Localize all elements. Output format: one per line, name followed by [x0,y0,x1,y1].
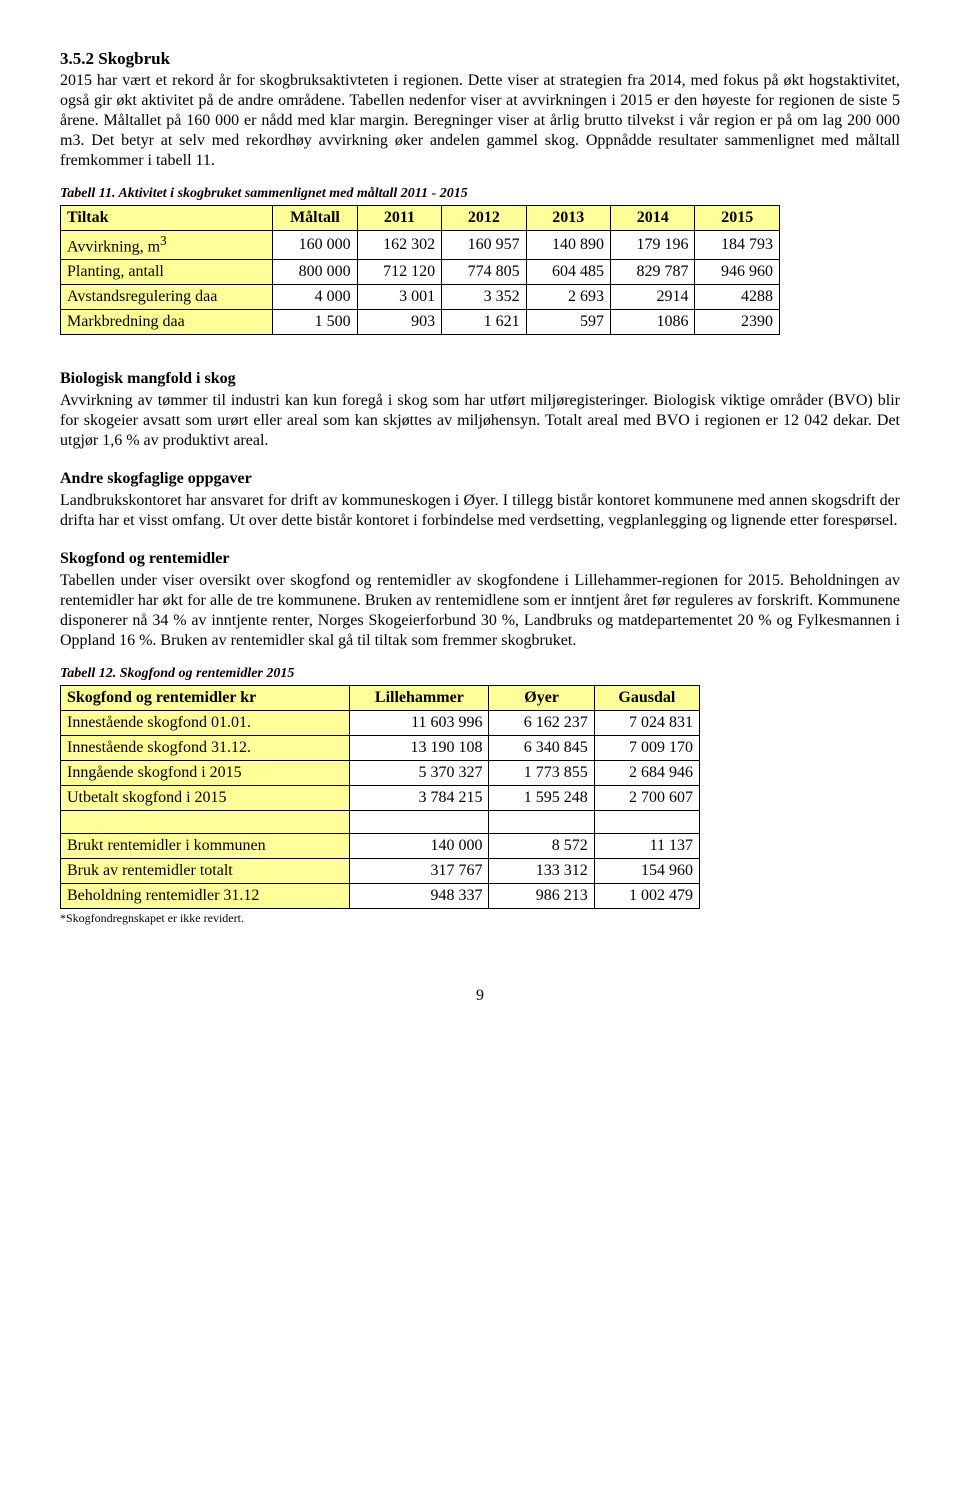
cell-value: 4 000 [273,285,357,310]
row-label: Brukt rentemidler i kommunen [61,833,350,858]
cell-value: 317 767 [350,858,489,883]
cell-value: 6 162 237 [489,710,594,735]
cell-value: 1 595 248 [489,785,594,810]
cell-value: 2914 [611,285,695,310]
spacer-cell [489,810,594,833]
cell-value: 1086 [611,310,695,335]
cell-value: 903 [357,310,441,335]
th-2011: 2011 [357,205,441,230]
table12-footnote: *Skogfondregnskapet er ikke revidert. [60,911,900,926]
table-row: Avstandsregulering daa4 0003 0013 3522 6… [61,285,780,310]
cell-value: 3 784 215 [350,785,489,810]
table-row: Brukt rentemidler i kommunen140 0008 572… [61,833,700,858]
cell-value: 179 196 [611,230,695,259]
th-2014: 2014 [611,205,695,230]
spacer-cell [61,810,350,833]
table12-caption: Tabell 12. Skogfond og rentemidler 2015 [60,665,900,683]
table-row: Bruk av rentemidler totalt317 767133 312… [61,858,700,883]
spacer-cell [594,810,699,833]
spacer-row [61,810,700,833]
table-header-row: Skogfond og rentemidler kr Lillehammer Ø… [61,685,700,710]
cell-value: 1 621 [442,310,526,335]
cell-value: 986 213 [489,883,594,908]
row-label: Markbredning daa [61,310,273,335]
row-label: Innestående skogfond 01.01. [61,710,350,735]
th-2015: 2015 [695,205,780,230]
cell-value: 2 684 946 [594,760,699,785]
th-oyer: Øyer [489,685,594,710]
table-row: Avvirkning, m3160 000162 302160 957140 8… [61,230,780,259]
cell-value: 162 302 [357,230,441,259]
cell-value: 160 000 [273,230,357,259]
table-row: Utbetalt skogfond i 20153 784 2151 595 2… [61,785,700,810]
cell-value: 11 137 [594,833,699,858]
cell-value: 11 603 996 [350,710,489,735]
th-tiltak: Tiltak [61,205,273,230]
cell-value: 597 [526,310,610,335]
row-label: Utbetalt skogfond i 2015 [61,785,350,810]
table-row: Beholdning rentemidler 31.12948 337986 2… [61,883,700,908]
cell-value: 133 312 [489,858,594,883]
th-gausdal: Gausdal [594,685,699,710]
skogfond-text: Tabellen under viser oversikt over skogf… [60,571,900,651]
cell-value: 3 352 [442,285,526,310]
th-skogfond: Skogfond og rentemidler kr [61,685,350,710]
cell-value: 774 805 [442,260,526,285]
cell-value: 140 890 [526,230,610,259]
cell-value: 160 957 [442,230,526,259]
cell-value: 2 693 [526,285,610,310]
row-label: Innestående skogfond 31.12. [61,735,350,760]
th-2012: 2012 [442,205,526,230]
row-label: Avstandsregulering daa [61,285,273,310]
table-row: Innestående skogfond 01.01.11 603 9966 1… [61,710,700,735]
spacer-cell [350,810,489,833]
table11-caption: Tabell 11. Aktivitet i skogbruket sammen… [60,185,900,203]
cell-value: 5 370 327 [350,760,489,785]
row-label: Planting, antall [61,260,273,285]
cell-value: 6 340 845 [489,735,594,760]
cell-value: 1 002 479 [594,883,699,908]
cell-value: 829 787 [611,260,695,285]
cell-value: 184 793 [695,230,780,259]
cell-value: 1 500 [273,310,357,335]
andre-text: Landbrukskontoret har ansvaret for drift… [60,491,900,531]
cell-value: 154 960 [594,858,699,883]
cell-value: 2390 [695,310,780,335]
bio-heading: Biologisk mangfold i skog [60,369,900,389]
cell-value: 948 337 [350,883,489,908]
row-label: Bruk av rentemidler totalt [61,858,350,883]
cell-value: 604 485 [526,260,610,285]
table-row: Planting, antall800 000712 120774 805604… [61,260,780,285]
cell-value: 13 190 108 [350,735,489,760]
row-label: Avvirkning, m3 [61,230,273,259]
cell-value: 7 024 831 [594,710,699,735]
row-label: Inngående skogfond i 2015 [61,760,350,785]
cell-value: 712 120 [357,260,441,285]
cell-value: 7 009 170 [594,735,699,760]
page-number: 9 [60,986,900,1006]
skogfond-heading: Skogfond og rentemidler [60,549,900,569]
row-label: Beholdning rentemidler 31.12 [61,883,350,908]
cell-value: 2 700 607 [594,785,699,810]
th-2013: 2013 [526,205,610,230]
table12: Skogfond og rentemidler kr Lillehammer Ø… [60,685,700,909]
table-header-row: Tiltak Måltall 2011 2012 2013 2014 2015 [61,205,780,230]
cell-value: 946 960 [695,260,780,285]
table11: Tiltak Måltall 2011 2012 2013 2014 2015 … [60,205,780,335]
cell-value: 800 000 [273,260,357,285]
andre-heading: Andre skogfaglige oppgaver [60,469,900,489]
table-row: Markbredning daa1 5009031 62159710862390 [61,310,780,335]
th-lillehammer: Lillehammer [350,685,489,710]
bio-text: Avvirkning av tømmer til industri kan ku… [60,391,900,451]
table-row: Innestående skogfond 31.12.13 190 1086 3… [61,735,700,760]
cell-value: 140 000 [350,833,489,858]
th-maltall: Måltall [273,205,357,230]
cell-value: 3 001 [357,285,441,310]
section-paragraph: 2015 har vært et rekord år for skogbruks… [60,71,900,171]
cell-value: 1 773 855 [489,760,594,785]
cell-value: 4288 [695,285,780,310]
section-title: 3.5.2 Skogbruk [60,48,900,69]
table-row: Inngående skogfond i 20155 370 3271 773 … [61,760,700,785]
cell-value: 8 572 [489,833,594,858]
